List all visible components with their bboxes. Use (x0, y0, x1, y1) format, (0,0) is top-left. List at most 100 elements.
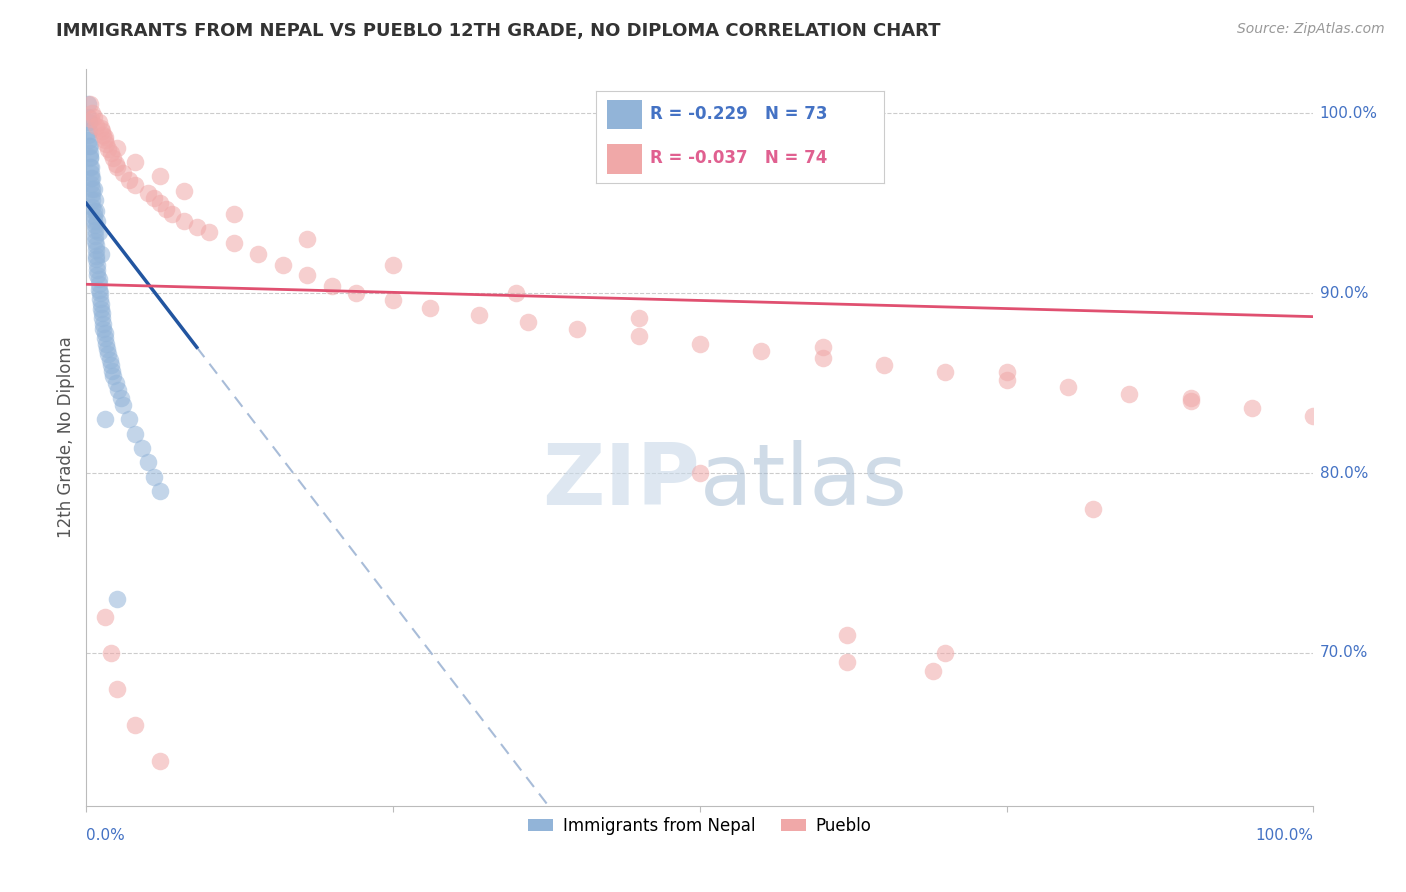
Point (934, 646, 956, 660)
Point (922, 664, 945, 678)
Point (83, 234, 105, 248)
Point (222, 207, 245, 221)
Point (98, 352, 121, 367)
Point (80, 171, 103, 186)
Point (91, 306, 114, 320)
Point (83, 214, 105, 228)
Point (83, 110, 105, 124)
Point (124, 178, 146, 193)
Text: IMMIGRANTS FROM NEPAL VS PUEBLO 12TH GRADE, NO DIPLOMA CORRELATION CHART: IMMIGRANTS FROM NEPAL VS PUEBLO 12TH GRA… (56, 22, 941, 40)
Point (149, 484, 172, 499)
Point (155, 202, 177, 216)
Point (1057, 380, 1080, 394)
Point (76, 110, 98, 124)
Point (124, 426, 146, 441)
Point (87, 115, 110, 129)
Point (222, 235, 245, 250)
Point (90, 120, 112, 135)
Text: 70.0%: 70.0% (1320, 646, 1368, 660)
Point (82, 187, 104, 202)
Point (104, 376, 127, 391)
Point (97, 347, 120, 361)
Point (131, 441, 153, 455)
Text: 100.0%: 100.0% (1320, 106, 1378, 121)
Point (83, 203, 105, 218)
Point (79, 146, 101, 161)
Point (627, 329, 650, 343)
Point (1180, 391, 1202, 405)
Point (101, 363, 124, 377)
Point (344, 286, 367, 301)
Point (1241, 401, 1264, 416)
Point (934, 365, 956, 379)
Point (80, 112, 103, 126)
Point (118, 173, 141, 187)
Point (86, 214, 108, 228)
Point (91, 124, 114, 138)
Point (84, 119, 107, 133)
Text: 0.0%: 0.0% (86, 828, 125, 843)
Point (82, 106, 104, 120)
Point (295, 268, 318, 283)
Point (517, 315, 540, 329)
Point (198, 225, 221, 239)
Point (76, 97, 98, 112)
Point (149, 169, 172, 184)
Point (93, 129, 115, 144)
Point (321, 279, 343, 293)
Point (247, 246, 270, 260)
Point (77, 133, 100, 147)
Point (271, 258, 294, 272)
Point (91, 311, 114, 326)
Point (82, 200, 104, 214)
Point (100, 358, 122, 372)
Point (77, 138, 100, 153)
Point (173, 214, 195, 228)
Point (811, 340, 834, 354)
Point (84, 252, 107, 266)
Legend: Immigrants from Nepal, Pueblo: Immigrants from Nepal, Pueblo (522, 810, 879, 842)
Point (104, 157, 127, 171)
Point (79, 161, 101, 175)
Point (87, 277, 110, 292)
Point (837, 655, 859, 669)
Point (84, 237, 107, 252)
Point (83, 182, 105, 196)
Point (149, 754, 172, 768)
Point (112, 398, 135, 412)
Point (149, 196, 172, 211)
Point (567, 322, 589, 336)
Point (93, 133, 115, 147)
Point (90, 246, 112, 260)
Point (86, 258, 108, 272)
Point (93, 610, 115, 624)
Point (837, 628, 859, 642)
Point (627, 311, 650, 326)
Point (80, 166, 103, 180)
Point (995, 373, 1018, 387)
Point (1302, 409, 1324, 423)
Point (97, 143, 120, 157)
Text: 80.0%: 80.0% (1320, 466, 1368, 481)
Point (100, 646, 122, 660)
Point (79, 152, 101, 166)
Point (89, 292, 111, 306)
Point (79, 150, 101, 164)
Point (96, 342, 118, 356)
Point (84, 243, 107, 257)
Point (689, 466, 711, 480)
Point (77, 124, 100, 138)
Text: 90.0%: 90.0% (1320, 285, 1368, 301)
Point (142, 469, 165, 483)
Point (173, 184, 195, 198)
Point (382, 258, 405, 272)
Point (160, 207, 183, 221)
Point (90, 297, 112, 311)
Point (87, 225, 110, 239)
Point (83, 193, 105, 207)
Point (93, 322, 115, 336)
Point (89, 286, 111, 301)
Point (87, 283, 110, 297)
Point (112, 166, 135, 180)
Point (77, 115, 100, 129)
